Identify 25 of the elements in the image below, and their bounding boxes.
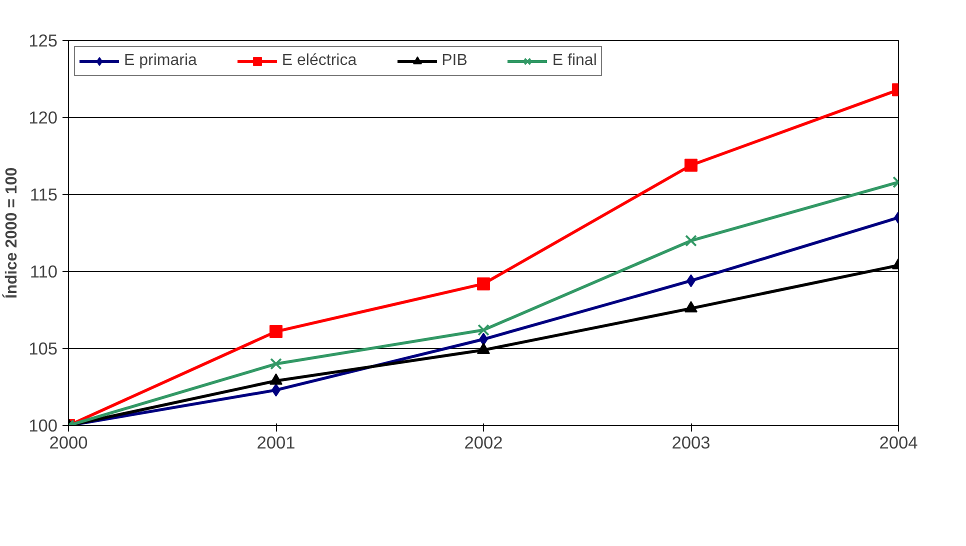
y-axis-title: Índice 2000 = 100 (2, 167, 21, 299)
point (477, 342, 490, 354)
point (477, 277, 490, 290)
y-tick-label: 115 (30, 184, 58, 204)
legend-label: E final (552, 52, 597, 70)
y-tick-label: 110 (30, 262, 58, 282)
x-tick-label: 2002 (464, 432, 503, 452)
x-tick-label: 2001 (256, 432, 296, 452)
x-tick-label: 2003 (672, 432, 710, 452)
point (270, 373, 282, 385)
point (478, 324, 490, 336)
legend-label: PIB (442, 52, 468, 70)
point (684, 158, 698, 172)
x-tick-label: 2004 (879, 432, 918, 452)
y-tick-label: 100 (28, 416, 58, 436)
point (684, 301, 698, 312)
point (685, 234, 697, 247)
point (270, 325, 282, 338)
legend-label: E primaria (124, 52, 197, 70)
y-tick-label: 125 (28, 30, 58, 50)
point (270, 358, 282, 370)
x-tick-label: 2000 (49, 432, 88, 452)
y-tick-label: 120 (28, 108, 58, 128)
legend-label: E eléctrica (282, 52, 357, 70)
y-tick-label: 105 (28, 338, 58, 358)
